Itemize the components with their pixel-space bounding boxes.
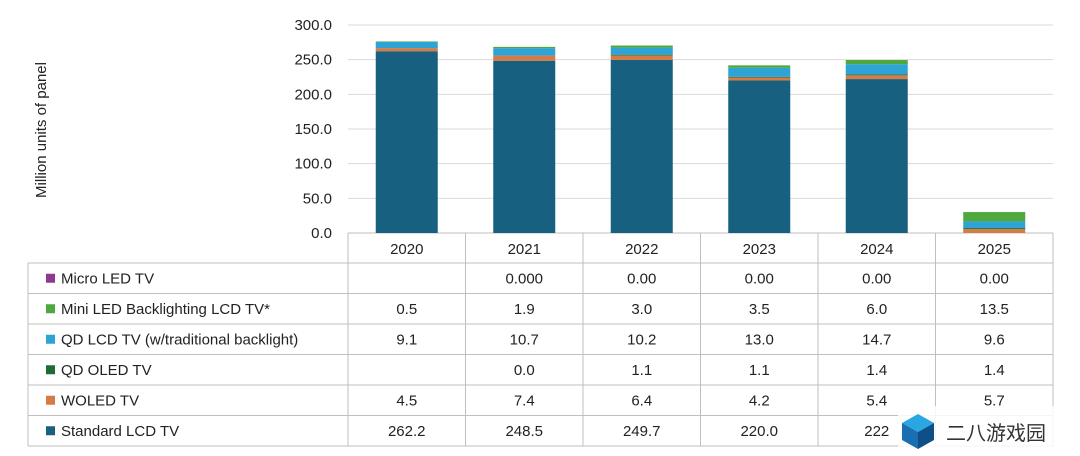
x-tick-label: 2022 [625,241,658,258]
data-label: 13.0 [745,331,774,348]
legend-label: Mini LED Backlighting LCD TV* [61,301,270,318]
bar-segment [375,41,438,42]
bar-segment [375,41,438,49]
data-label: 4.2 [749,392,770,409]
data-label: 3.0 [631,301,652,318]
y-tick-label: 0.0 [311,225,332,242]
data-label: 0.0 [514,362,535,379]
y-tick-label: 50.0 [303,190,332,207]
bar-segment [845,64,908,75]
data-label: 0.00 [862,270,891,287]
bar-segment [845,79,908,233]
y-tick-label: 250.0 [294,52,332,69]
y-tick-label: 150.0 [294,121,332,138]
data-label: 5.4 [866,392,887,409]
data-label: 5.7 [984,392,1005,409]
data-label: 0.00 [745,270,774,287]
y-tick-label: 200.0 [294,86,332,103]
x-tick-label: 2023 [743,241,776,258]
legend-swatch [46,365,55,375]
bar-segment [493,48,556,56]
data-label: 7.4 [514,392,535,409]
data-label: 3.5 [749,301,770,318]
bar-segment [610,59,673,234]
data-label: 14.7 [862,331,891,348]
legend-label: WOLED TV [61,392,139,409]
data-label: 0.00 [980,270,1009,287]
data-label: 9.6 [984,331,1005,348]
x-tick-label: 2025 [978,241,1011,258]
legend-swatch [46,395,55,405]
y-axis-label: Million units of panel [33,62,50,198]
legend-label: Standard LCD TV [61,423,179,440]
bar-segment [963,228,1026,230]
bar-segment [493,55,556,61]
watermark-text: 二八游戏园 [946,420,1046,445]
data-label: 1.1 [631,362,652,379]
data-label: 0.00 [627,270,656,287]
legend-swatch [46,426,55,436]
data-label: 13.5 [980,301,1009,318]
data-label: 248.5 [505,423,543,440]
bar-segment [610,55,673,60]
data-label: 1.9 [514,301,535,318]
bar-segment [845,75,908,80]
x-tick-label: 2021 [508,241,541,258]
cube-logo-icon [902,414,934,449]
bar-segment [845,60,908,65]
bar-segment [610,45,673,48]
data-label: 220.0 [740,423,778,440]
data-label: 1.1 [749,362,770,379]
data-label: 1.4 [984,362,1005,379]
data-label: 6.4 [631,392,652,409]
data-label: 1.4 [866,362,887,379]
data-label: 222 [864,423,889,440]
bar-segment [728,80,791,233]
bar-segment [963,221,1026,229]
bar-segment [493,46,556,49]
data-label: 262.2 [388,423,426,440]
bar-segment [963,212,1026,222]
data-label: 0.5 [396,301,417,318]
bar-segment [728,65,791,68]
legend-swatch [46,334,55,344]
data-label: 6.0 [866,301,887,318]
bar-segment [728,77,791,81]
legend-label: QD LCD TV (w/traditional backlight) [61,331,298,348]
legend-label: QD OLED TV [61,362,152,379]
x-tick-label: 2020 [390,241,423,258]
data-label: 9.1 [396,331,417,348]
y-tick-label: 300.0 [294,17,332,34]
bar-segment [610,54,673,56]
bar-segment [845,74,908,76]
bar-segment [728,76,791,78]
data-label: 10.7 [510,331,539,348]
bar-segment [728,67,791,77]
data-label: 0.000 [505,270,543,287]
y-tick-label: 100.0 [294,156,332,173]
bar-segment [375,48,438,52]
bar-segment [963,229,1026,233]
watermark: 二八游戏园 [898,406,1080,456]
bar-segment [493,60,556,233]
data-label: 249.7 [623,423,661,440]
legend-swatch [46,304,55,314]
bar-segment [375,51,438,233]
data-label: 4.5 [396,392,417,409]
bar-segment [610,47,673,55]
x-tick-label: 2024 [860,241,893,258]
legend-label: Micro LED TV [61,270,154,287]
data-label: 10.2 [627,331,656,348]
legend-swatch [46,273,55,283]
